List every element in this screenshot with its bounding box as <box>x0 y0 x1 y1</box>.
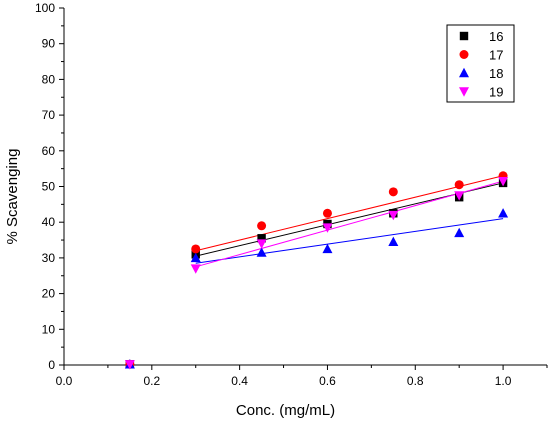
data-point-series-18 <box>454 227 465 238</box>
y-tick-label: 70 <box>42 108 56 122</box>
x-tick-label: 1.0 <box>495 374 512 388</box>
legend-label: 18 <box>489 66 503 81</box>
y-tick-label: 30 <box>42 251 56 265</box>
x-tick-label: 0.0 <box>56 374 73 388</box>
data-point-series-19 <box>322 223 333 233</box>
data-point-series-18 <box>256 247 267 257</box>
legend-box <box>446 24 515 103</box>
y-tick-label: 10 <box>42 322 56 336</box>
data-point-series-19 <box>124 360 135 370</box>
legend-marker-series-19 <box>459 87 469 97</box>
data-point-series-18 <box>322 243 333 254</box>
data-point-series-18 <box>190 252 201 263</box>
data-points <box>124 171 509 370</box>
data-point-series-17 <box>191 244 201 254</box>
fit-lines <box>195 175 504 268</box>
data-point-series-16 <box>257 234 266 243</box>
data-point-series-17 <box>454 180 464 190</box>
legend-marker-series-17 <box>459 50 469 59</box>
legend-label: 17 <box>489 48 503 63</box>
fit-line-series-18 <box>195 218 504 264</box>
x-axis-title: Conc. (mg/mL) <box>236 402 335 419</box>
x-tick-label: 0.6 <box>319 374 336 388</box>
y-tick-label: 60 <box>42 144 56 158</box>
legend-label: 16 <box>489 29 503 44</box>
legend-label: 19 <box>489 85 503 100</box>
data-point-series-17 <box>388 187 398 197</box>
y-tick-label: 20 <box>42 287 56 301</box>
y-tick-label: 0 <box>48 358 55 372</box>
x-tick-label: 0.8 <box>407 374 424 388</box>
y-tick-label: 40 <box>42 215 56 229</box>
y-tick-label: 80 <box>42 72 56 86</box>
y-tick-label: 100 <box>35 1 55 15</box>
x-tick-label: 0.2 <box>143 374 160 388</box>
data-point-series-17 <box>257 221 267 231</box>
legend-marker-series-16 <box>459 31 469 41</box>
fit-line-series-19 <box>195 180 504 268</box>
x-tick-label: 0.4 <box>231 374 248 388</box>
data-point-series-19 <box>388 210 399 221</box>
axes: 0 10 20 30 40 50 60 70 80 90 100 0.0 0.2 0.4 0.6 0.8 1.0 <box>35 1 548 388</box>
y-tick-label: 50 <box>42 180 56 194</box>
data-point-series-19 <box>256 239 267 249</box>
y-tick-label: 90 <box>42 37 56 51</box>
legend-marker-series-18 <box>459 67 469 78</box>
data-point-series-19 <box>454 191 465 201</box>
data-point-series-19 <box>498 176 509 187</box>
legend: 16 17 18 19 <box>446 24 515 103</box>
fit-line-series-17 <box>195 175 504 252</box>
data-point-series-17 <box>322 208 332 218</box>
data-point-series-18 <box>498 208 509 218</box>
data-point-series-18 <box>388 236 399 247</box>
y-axis-title: % Scavenging <box>4 149 21 245</box>
data-point-series-19 <box>190 264 201 274</box>
